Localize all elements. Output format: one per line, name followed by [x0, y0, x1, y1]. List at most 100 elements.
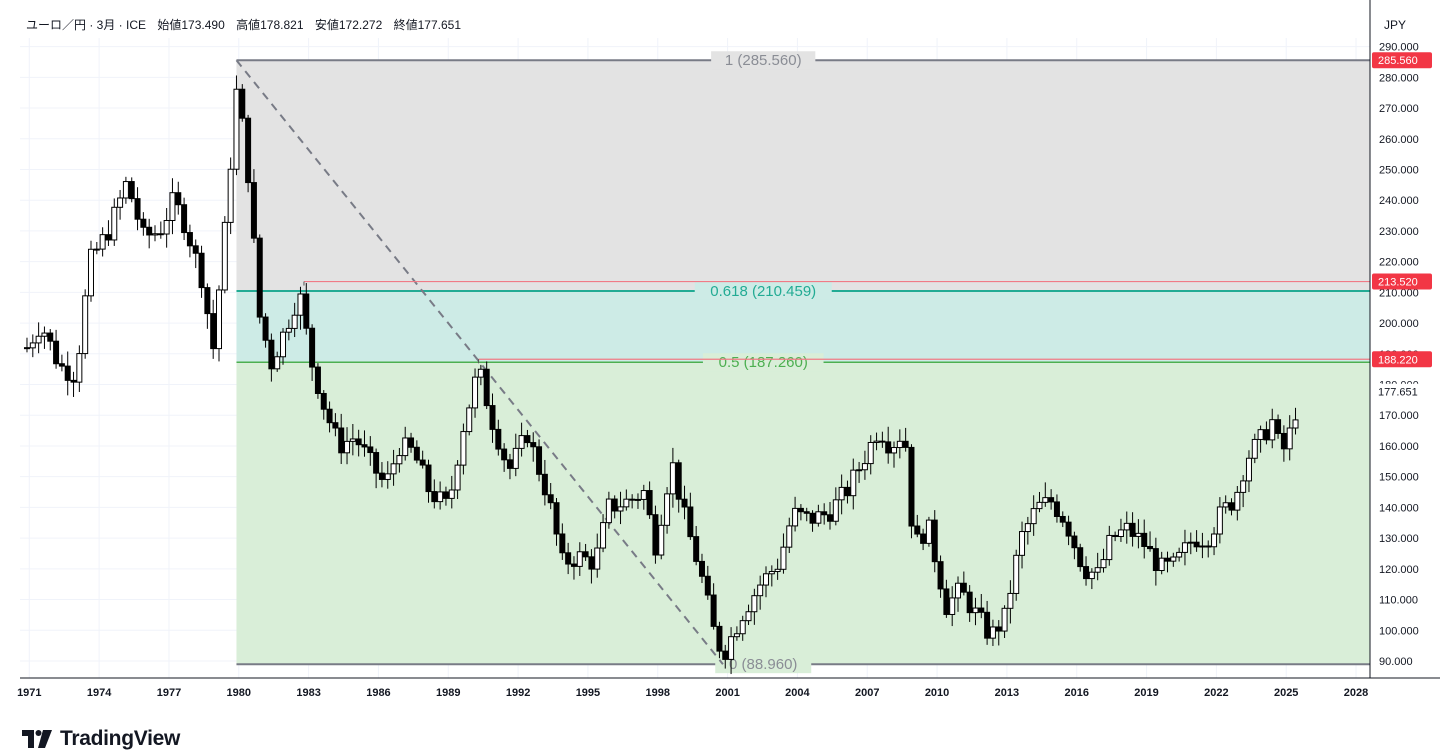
- candle-body: [605, 498, 612, 524]
- candle-body: [1141, 532, 1148, 547]
- candle-body: [576, 551, 583, 567]
- candle-body: [1187, 541, 1194, 544]
- brand-name: TradingView: [60, 727, 181, 750]
- candle-body: [768, 571, 775, 575]
- fib-label-bg: [715, 655, 812, 674]
- time-tick-label: 1971: [17, 687, 41, 699]
- time-tick-label: 1980: [227, 687, 251, 699]
- candle-body: [739, 620, 746, 635]
- time-axis[interactable]: 1971 1974 1977 1980 1983 1986 1989 1992 1995 1998…: [17, 677, 1370, 699]
- candle-body: [1065, 521, 1072, 537]
- time-tick-label: 2007: [855, 687, 879, 699]
- candle-body: [1013, 554, 1020, 594]
- horizontal-lines[interactable]: [303, 280, 1370, 364]
- trend-line[interactable]: [235, 59, 724, 665]
- candle-body: [373, 452, 380, 474]
- price-tick-label: 280.000: [1379, 72, 1419, 84]
- candle-body: [442, 491, 449, 499]
- price-tag-red[interactable]: [1372, 351, 1432, 368]
- candle-body: [1071, 535, 1078, 549]
- candle-body: [1164, 557, 1171, 562]
- candle-body: [29, 342, 36, 349]
- candle-body: [949, 597, 956, 615]
- candle-body: [163, 219, 170, 235]
- tradingview-logo-icon: [22, 730, 52, 748]
- candle-body: [885, 441, 892, 454]
- candle-body: [157, 233, 164, 236]
- time-tick-label: 2028: [1344, 687, 1368, 699]
- tradingview-brand[interactable]: TradingView: [22, 727, 180, 751]
- candle-body: [367, 446, 374, 454]
- candle-body: [53, 340, 60, 365]
- price-axis[interactable]: 290.000 280.000 270.000 260.000 250.000 240.0…: [1369, 0, 1456, 679]
- candle-body: [652, 514, 659, 556]
- low-label: 安値: [314, 18, 339, 32]
- price-tick-label: 160.000: [1379, 441, 1419, 453]
- time-tick-label: 2019: [1134, 687, 1158, 699]
- candle-body: [1048, 497, 1055, 503]
- candle-body: [1158, 557, 1165, 572]
- candle-body: [623, 498, 630, 508]
- price-tag-red[interactable]: [1372, 273, 1432, 290]
- candle-body: [646, 490, 653, 516]
- candle-body: [1135, 532, 1142, 537]
- candle-body: [378, 472, 385, 480]
- last-price-tag[interactable]: [1372, 383, 1432, 400]
- candle-body: [105, 234, 112, 241]
- time-tick-label: 1998: [646, 687, 670, 699]
- price-tick-label: 270.000: [1379, 103, 1419, 115]
- candle-body: [1053, 501, 1060, 517]
- candle-body: [146, 226, 153, 236]
- candle-body: [338, 427, 345, 454]
- fibonacci-retracement[interactable]: 1 (285.560) 0.618 (210.459) 0.5 (187.260) 0…: [236, 51, 1370, 674]
- fib-level-label: 0.618 (210.459): [710, 283, 816, 300]
- candle-body: [925, 519, 932, 544]
- candle-body: [1176, 551, 1183, 558]
- symbol-title[interactable]: ユーロ／円 · 3月 · ICE: [26, 18, 147, 32]
- candle-body: [1036, 501, 1043, 510]
- candle-body: [867, 441, 874, 465]
- candle-body: [250, 182, 257, 239]
- candle-body: [1286, 427, 1293, 450]
- candle-body: [728, 636, 735, 660]
- candle-body: [390, 463, 397, 475]
- price-tag-text: 213.520: [1378, 277, 1418, 289]
- time-tick-label: 1986: [366, 687, 390, 699]
- fib-label-bg: [694, 281, 832, 300]
- candle-body: [1030, 508, 1037, 525]
- candle-body: [1042, 497, 1049, 503]
- candle-body: [745, 611, 752, 622]
- candle-body: [175, 192, 182, 206]
- candle-body: [995, 626, 1002, 632]
- candle-body: [181, 204, 188, 234]
- candle-body: [227, 168, 234, 223]
- price-tag-red[interactable]: [1372, 52, 1432, 69]
- candle-body: [1280, 432, 1287, 450]
- candle-body: [559, 533, 566, 554]
- candle-body: [1199, 545, 1206, 548]
- currency-label[interactable]: JPY: [1384, 18, 1407, 32]
- candle-body: [658, 524, 665, 556]
- candle-body: [198, 252, 205, 289]
- candle-body: [396, 455, 403, 465]
- candle-body: [239, 88, 246, 119]
- price-tick-label: 200.000: [1379, 318, 1419, 330]
- candle-body: [611, 498, 618, 512]
- candle-body: [698, 560, 705, 577]
- candle-body: [908, 446, 915, 527]
- candle-body: [1094, 567, 1101, 573]
- candle-body: [186, 232, 193, 247]
- candle-body: [827, 514, 833, 522]
- candle-body: [134, 198, 141, 220]
- candle-body: [460, 431, 467, 466]
- fib-trend-line[interactable]: [235, 59, 724, 665]
- candle-body: [233, 88, 240, 170]
- candle-body: [1117, 529, 1124, 538]
- candle-body: [797, 507, 804, 513]
- candle-body: [733, 633, 740, 638]
- candle-body: [483, 368, 490, 407]
- candle-body: [506, 459, 513, 469]
- candle-body: [634, 498, 641, 501]
- time-tick-label: 2013: [995, 687, 1019, 699]
